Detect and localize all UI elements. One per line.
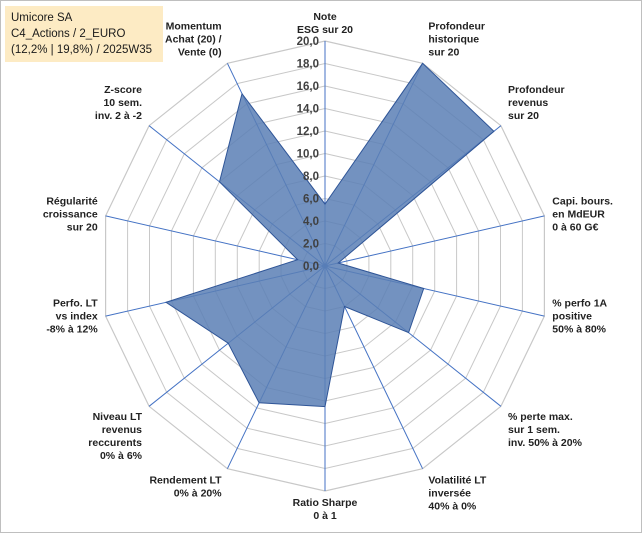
tick-label: 12,0 — [297, 126, 319, 138]
axis-spoke — [324, 215, 545, 267]
axis-label: Niveau LT revenus reccurents 0% à 6% — [88, 411, 142, 462]
axis-label: Rendement LT 0% à 20% — [149, 474, 222, 499]
series-layer — [164, 62, 495, 408]
tick-label: 0,0 — [303, 261, 319, 273]
tick-label: 2,0 — [303, 239, 319, 251]
category-label: C4_Actions / 2_EURO — [11, 28, 126, 40]
axis-label: Capi. bours. en MdEUR 0 à 60 G€ — [552, 196, 613, 234]
axis-label: % perte max. sur 1 sem. inv. 50% à 20% — [508, 411, 583, 449]
axis-label: % perfo 1A positive 50% à 80% — [552, 298, 607, 336]
tick-label: 10,0 — [297, 149, 319, 161]
axis-label: Profondeur historique sur 20 — [428, 21, 485, 59]
stats-label: (12,2% | 19,8%) / 2025W35 — [11, 44, 153, 56]
axis-spoke — [105, 215, 326, 267]
tick-label: 18,0 — [297, 59, 319, 71]
axis-label: Ratio Sharpe 0 à 1 — [293, 497, 358, 522]
axis-label: Régularité croissance sur 20 — [43, 196, 98, 234]
axis-label: Perfo. LT vs index -8% à 12% — [46, 298, 98, 336]
tick-label: 4,0 — [303, 216, 319, 228]
tick-label: 8,0 — [303, 171, 319, 183]
tick-layer: 0,0 2,0 4,0 6,0 8,0 10,0 12,0 14,0 16,0 18,0 20,0 — [297, 36, 319, 273]
axis-label: Note ESG sur 20 — [297, 11, 353, 36]
tick-label: 14,0 — [297, 104, 319, 116]
axis-label: Profondeur revenus sur 20 — [508, 84, 565, 122]
tick-label: 6,0 — [303, 194, 319, 206]
series-area — [164, 62, 495, 408]
tick-label: 16,0 — [297, 81, 319, 93]
axis-label: Z-score 10 sem. inv. 2 à -2 — [95, 84, 142, 122]
axis-label: Volatilité LT inversée 40% à 0% — [428, 474, 487, 512]
axis-label: Momentum Achat (20) / Vente (0) — [165, 21, 222, 59]
tick-label: 20,0 — [297, 36, 319, 48]
axis-label-layer: Note ESG sur 20 Profondeur historique sur 20… — [43, 11, 613, 522]
chart-title-box: Umicore SA C4_Actions / 2_EURO (12,2% | … — [5, 6, 163, 62]
company-name: Umicore SA — [11, 12, 73, 24]
